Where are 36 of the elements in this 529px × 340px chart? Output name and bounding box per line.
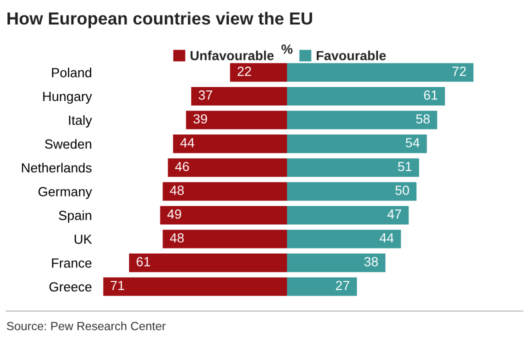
y-tick-label: Hungary: [43, 92, 92, 104]
data-label: 61: [136, 257, 150, 266]
y-tick-label: Sweden: [44, 139, 92, 149]
y-tick-label: Germany: [38, 186, 92, 199]
y-tick-label: Greece: [49, 282, 92, 292]
text: %: [281, 44, 293, 54]
data-label: 39: [193, 114, 208, 124]
y-tick-label: Spain: [58, 210, 92, 223]
bar: [230, 63, 288, 82]
legend-label: Favourable: [316, 50, 386, 60]
chart-title: How European countries view the EU: [8, 12, 312, 28]
data-label: 72: [452, 66, 466, 76]
data-label: 44: [180, 138, 194, 148]
data-label: 50: [395, 186, 410, 195]
source-note: Source: Pew Research Center: [6, 322, 166, 330]
y-tick-label: UK: [74, 234, 92, 244]
data-label: 58: [416, 114, 430, 124]
data-label: 71: [110, 280, 124, 290]
data-label: 48: [170, 186, 184, 195]
data-label: 27: [336, 280, 350, 290]
y-tick-label: France: [52, 258, 92, 268]
data-label: 48: [170, 233, 184, 243]
data-label: 37: [198, 90, 212, 100]
data-label: 44: [380, 233, 394, 242]
y-tick-label: Italy: [69, 115, 92, 128]
data-label: 47: [387, 210, 402, 219]
data-label: 38: [364, 257, 378, 266]
y-tick-label: Poland: [52, 68, 92, 78]
data-label: 22: [238, 66, 251, 76]
data-label: 51: [398, 162, 412, 172]
legend-label: Unfavourable: [190, 50, 274, 60]
y-tick-label: Netherlands: [22, 162, 92, 173]
data-label: 61: [424, 90, 438, 100]
data-label: 54: [406, 138, 420, 148]
data-label: 46: [175, 162, 189, 172]
data-label: 49: [167, 209, 182, 219]
